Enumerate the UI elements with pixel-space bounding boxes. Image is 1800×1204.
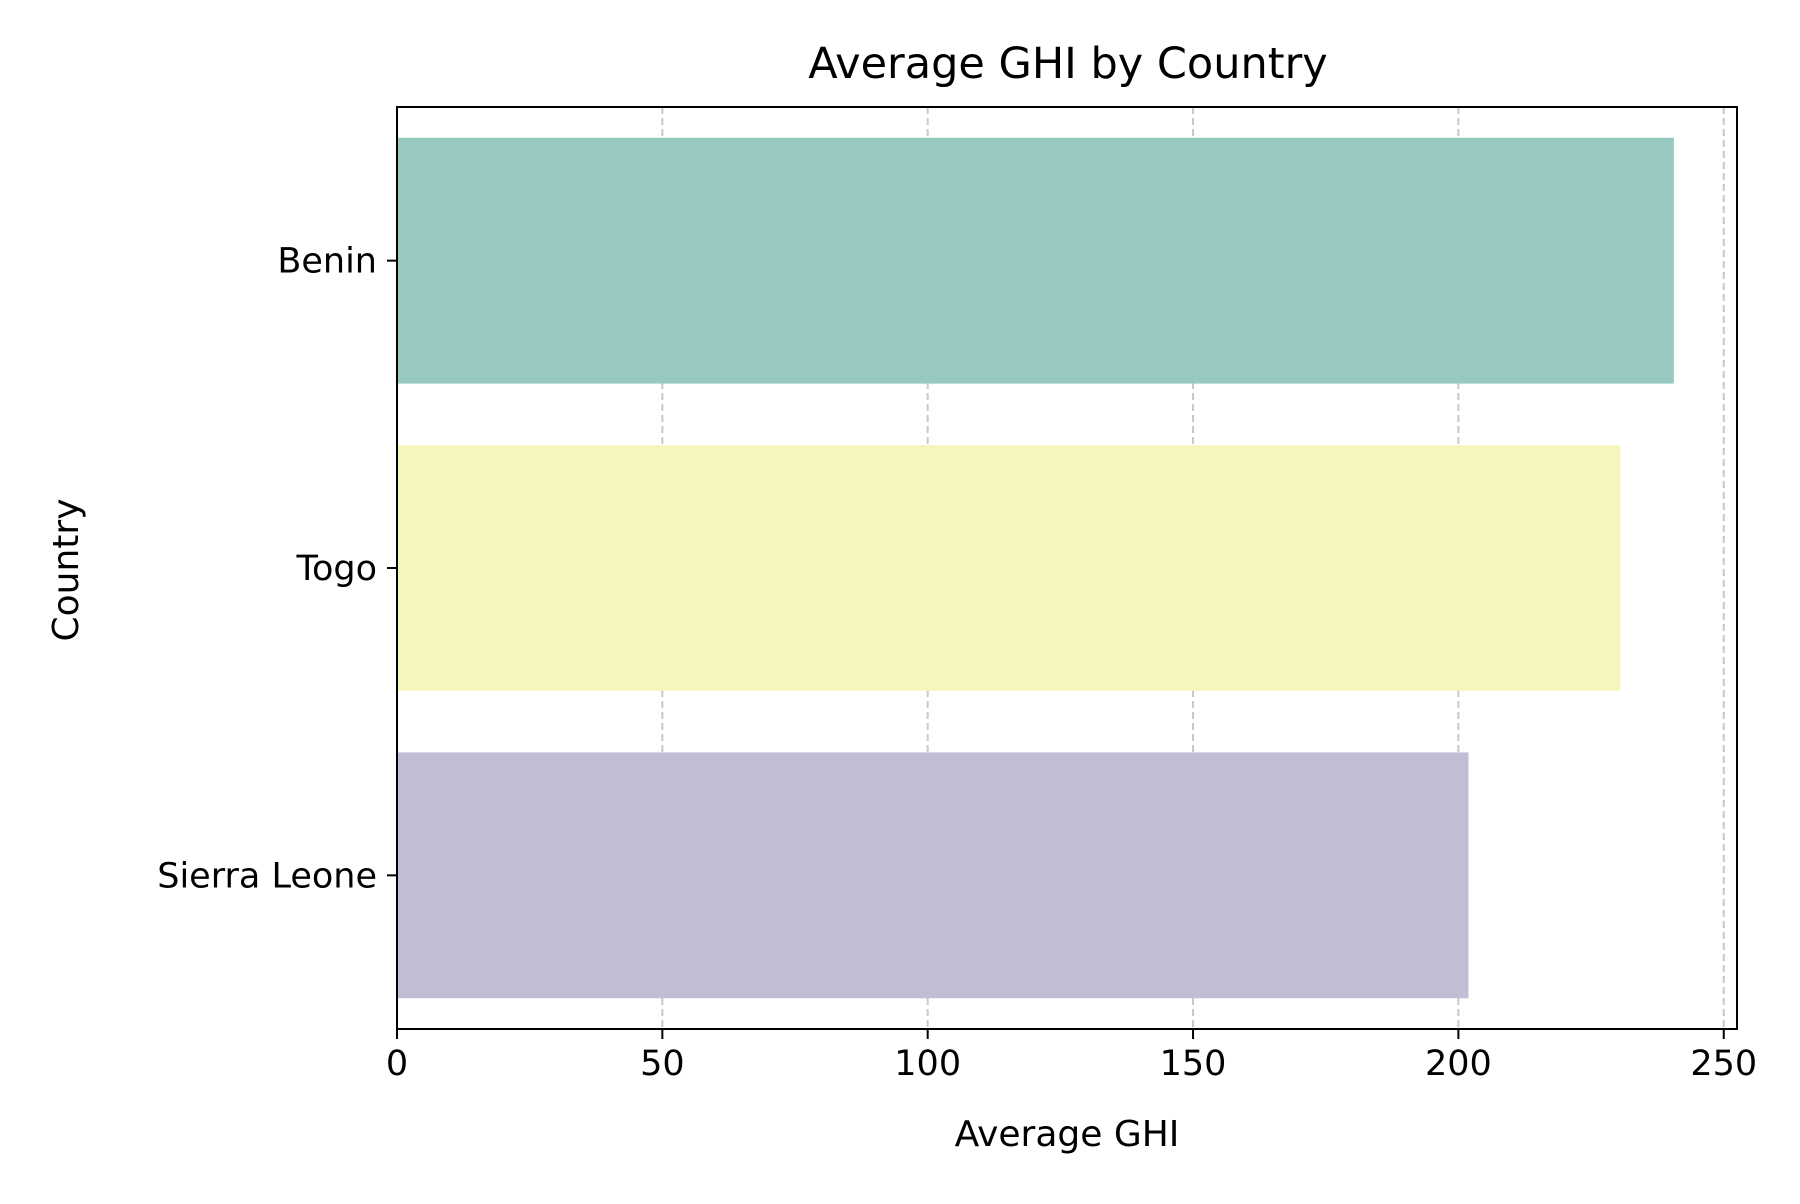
y-tick-label-benin: Benin	[277, 242, 377, 282]
x-axis-ticks: 0 50 100 150 200 250	[386, 1029, 1757, 1084]
x-tick-label-0: 0	[386, 1044, 408, 1084]
x-tick-label-1: 50	[640, 1044, 685, 1084]
bars	[397, 137, 1674, 999]
y-axis-ticks: Benin Togo Sierra Leone	[157, 242, 397, 896]
x-tick-label-4: 200	[1425, 1044, 1492, 1084]
bar-sierra-leone	[397, 752, 1469, 999]
x-tick-label-3: 150	[1160, 1044, 1227, 1084]
y-tick-label-togo: Togo	[296, 549, 377, 589]
y-axis-label: Country	[46, 498, 87, 641]
y-tick-label-sierra-leone: Sierra Leone	[157, 856, 377, 896]
x-tick-label-2: 100	[894, 1044, 961, 1084]
x-tick-label-5: 250	[1690, 1044, 1757, 1084]
x-axis-label: Average GHI	[955, 1114, 1180, 1155]
bar-togo	[397, 445, 1621, 691]
chart-title: Average GHI by Country	[808, 39, 1328, 89]
bar-benin	[397, 137, 1674, 384]
